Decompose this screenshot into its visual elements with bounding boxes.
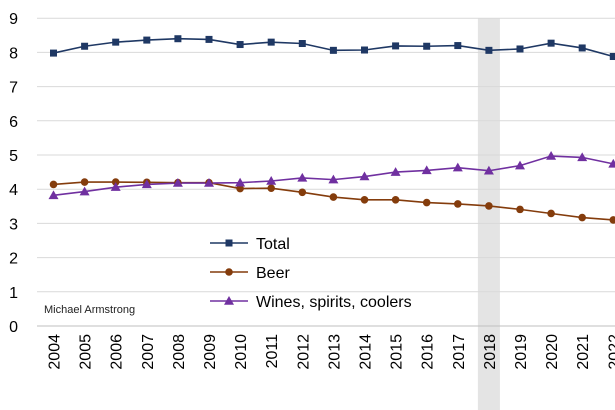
data-point: [390, 167, 401, 176]
y-tick-label: 2: [9, 251, 18, 268]
x-tick-label: 2018: [482, 334, 499, 370]
data-point: [266, 175, 277, 185]
x-tick-label: 2008: [171, 334, 188, 370]
data-point: [360, 196, 369, 204]
data-point: [48, 190, 59, 200]
data-point: [205, 35, 213, 43]
data-point: [143, 36, 151, 44]
data-point: [329, 46, 337, 54]
data-point: [609, 216, 615, 224]
data-point: [80, 178, 89, 186]
data-point: [81, 42, 89, 50]
data-point: [359, 171, 370, 181]
data-point: [421, 165, 432, 175]
data-point: [236, 184, 244, 193]
data-point: [298, 188, 307, 197]
legend-label: Wines, spirits, coolers: [256, 294, 412, 311]
y-tick-label: 9: [9, 11, 18, 28]
y-tick-label: 8: [9, 45, 18, 62]
data-point: [79, 186, 90, 196]
data-point: [608, 158, 615, 168]
y-tick-label: 7: [9, 80, 18, 97]
data-point: [485, 46, 493, 54]
y-tick-label: 5: [9, 148, 18, 165]
data-point: [236, 41, 244, 49]
x-tick-label: 2014: [358, 334, 375, 370]
data-point: [141, 179, 152, 189]
data-point: [483, 165, 494, 175]
x-tick-label: 2005: [78, 334, 95, 370]
x-tick-label: 2010: [233, 334, 250, 370]
y-tick-label: 6: [9, 114, 18, 131]
data-point: [172, 178, 183, 187]
y-tick-label: 0: [9, 319, 18, 336]
data-point: [423, 42, 431, 50]
x-tick-label: 2019: [513, 334, 530, 370]
data-point: [50, 49, 57, 57]
x-tick-label: 2004: [47, 334, 64, 370]
data-point: [452, 162, 463, 172]
x-tick-label: 2011: [264, 334, 281, 369]
data-point: [174, 35, 182, 43]
data-point: [454, 42, 462, 50]
x-tick-label: 2013: [326, 334, 343, 370]
data-point: [112, 38, 120, 46]
data-point: [111, 178, 120, 186]
data-point: [361, 46, 368, 54]
data-point: [515, 160, 525, 170]
data-point: [516, 45, 524, 53]
data-point: [49, 180, 58, 189]
data-point: [547, 39, 555, 47]
x-tick-label: 2021: [575, 334, 592, 370]
x-tick-label: 2006: [109, 334, 126, 370]
data-point: [235, 177, 246, 187]
data-point: [297, 172, 308, 182]
x-tick-label: 2017: [451, 334, 468, 370]
data-point: [546, 151, 557, 160]
author-annotation: Michael Armstrong: [44, 304, 135, 316]
legend-label: Beer: [256, 265, 290, 282]
x-tick-label: 2012: [295, 334, 312, 370]
data-point: [391, 196, 400, 204]
series-line: [53, 181, 614, 221]
data-point: [609, 53, 615, 61]
data-point: [485, 202, 493, 210]
data-point: [392, 42, 400, 50]
data-point: [204, 178, 214, 187]
data-point: [298, 40, 306, 48]
legend-label: Total: [256, 236, 290, 253]
data-point: [547, 209, 555, 218]
data-point: [329, 193, 338, 201]
data-point: [328, 174, 339, 184]
x-tick-label: 2022: [606, 334, 615, 370]
data-point: [577, 152, 588, 162]
x-tick-label: 2020: [544, 334, 561, 370]
x-tick-label: 2007: [140, 334, 157, 370]
x-tick-label: 2009: [202, 334, 219, 370]
data-point: [454, 200, 462, 208]
data-point: [516, 205, 524, 214]
data-point: [422, 198, 431, 207]
x-tick-label: 2016: [420, 334, 437, 370]
y-tick-label: 1: [9, 285, 18, 302]
legend-marker: [224, 296, 234, 305]
data-point: [110, 182, 121, 191]
data-point: [267, 184, 276, 192]
legend-marker: [225, 239, 233, 247]
highlight-band: [477, 18, 500, 410]
x-tick-label: 2015: [389, 334, 406, 370]
data-point: [578, 44, 586, 52]
data-point: [267, 38, 275, 46]
data-point: [578, 213, 586, 222]
y-tick-label: 4: [9, 182, 18, 199]
legend-marker: [225, 268, 233, 276]
y-tick-label: 3: [9, 216, 18, 233]
